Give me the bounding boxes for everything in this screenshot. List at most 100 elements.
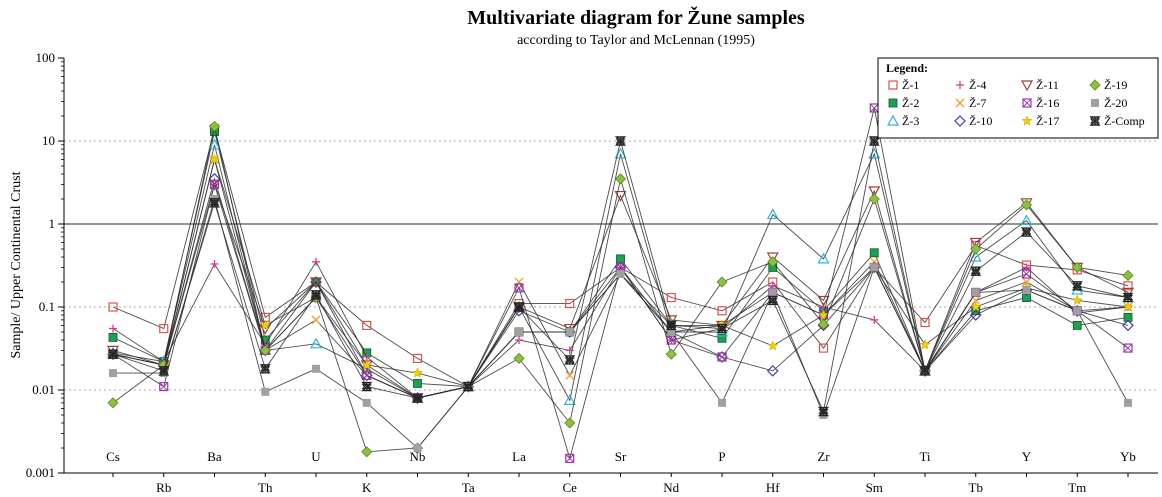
data-point: [869, 103, 879, 113]
legend-entry-label: Ž-1: [902, 78, 919, 92]
data-point: [766, 208, 779, 220]
data-point: [362, 320, 372, 331]
data-point: [259, 344, 271, 356]
x-category-label: Sm: [866, 480, 883, 495]
data-point: [920, 317, 930, 328]
data-point: [1122, 292, 1134, 303]
data-point: [259, 364, 271, 374]
data-point: [1123, 281, 1133, 291]
chart-title: Multivariate diagram for Žune samples: [467, 5, 805, 29]
x-category-label: Cs: [106, 449, 120, 464]
data-point: [362, 398, 371, 407]
x-category-label: Ti: [919, 449, 930, 464]
data-point: [312, 257, 320, 266]
y-tick-label: 0.1: [39, 299, 55, 314]
x-category-label: Zr: [817, 449, 830, 464]
x-category-label: Ta: [462, 480, 475, 495]
data-point: [158, 366, 170, 376]
x-category-label: Th: [258, 480, 273, 495]
x-category-label: Tm: [1068, 480, 1086, 495]
data-point: [565, 453, 575, 463]
data-point: [564, 355, 576, 365]
legend-entry-label: Ž-17: [1036, 114, 1059, 128]
data-point: [870, 315, 879, 324]
data-point: [1073, 306, 1082, 315]
legend-marker: [955, 98, 965, 108]
data-point: [208, 120, 221, 132]
data-point: [209, 179, 220, 189]
y-tick-label: 1: [49, 216, 56, 231]
data-point: [716, 323, 728, 334]
data-point: [767, 295, 779, 306]
data-point: [513, 302, 525, 312]
data-point: [1124, 398, 1132, 407]
data-point: [513, 352, 525, 365]
data-point: [259, 319, 271, 331]
data-point: [970, 243, 982, 255]
data-point: [666, 292, 676, 303]
data-point: [159, 323, 169, 334]
data-point: [361, 446, 373, 458]
data-point: [1022, 286, 1031, 295]
data-point: [1123, 343, 1133, 353]
data-point: [766, 252, 779, 264]
data-point: [413, 379, 422, 388]
data-point: [667, 327, 676, 336]
legend-entry-label: Ž-16: [1036, 96, 1059, 110]
data-point: [312, 364, 320, 373]
data-point: [1071, 294, 1083, 306]
data-point: [614, 136, 627, 146]
data-point: [564, 417, 576, 429]
data-point: [1071, 281, 1083, 291]
data-point: [413, 444, 422, 453]
y-axis-label: Sample/ Upper Continental Crust: [9, 171, 24, 358]
data-point: [108, 302, 118, 312]
x-category-label: Ba: [207, 449, 222, 464]
y-tick-label: 0.001: [26, 465, 55, 480]
data-point: [362, 370, 372, 380]
series-line: [112, 260, 1129, 399]
data-point: [665, 348, 677, 360]
data-point: [817, 318, 830, 330]
data-point: [717, 352, 727, 362]
data-point: [361, 381, 373, 392]
data-point: [817, 252, 830, 264]
data-point: [310, 290, 322, 300]
data-point: [209, 153, 220, 165]
data-point: [868, 136, 880, 146]
data-point: [716, 276, 728, 288]
data-point: [766, 365, 779, 377]
data-point: [515, 336, 523, 345]
x-category-label: Sr: [615, 449, 627, 464]
data-point: [817, 406, 830, 417]
x-category-label: Nb: [410, 449, 426, 464]
data-point: [716, 351, 728, 363]
data-point: [665, 315, 678, 327]
legend-marker: [1091, 99, 1099, 107]
data-point: [818, 309, 829, 320]
data-point: [1071, 261, 1083, 273]
data-point: [109, 369, 117, 378]
legend-marker: [956, 81, 964, 89]
data-point: [971, 288, 980, 297]
y-tick-label: 0.01: [32, 382, 55, 397]
data-point: [360, 369, 373, 382]
data-point: [1122, 301, 1134, 312]
data-point: [665, 320, 677, 331]
legend-box: [877, 57, 1159, 139]
data-point: [969, 309, 982, 321]
legend: Legend: Ž-1 Ž-2 Ž-3 Ž-4 Ž-7 Ž-10 Ž-11 Ž-16 Ž-17 Ž…: [877, 57, 1159, 139]
x-category-label: Tb: [969, 480, 983, 495]
data-point: [817, 295, 830, 307]
data-point: [1022, 277, 1031, 287]
legend-marker: [886, 114, 900, 126]
legend-entry-label: Ž-7: [969, 96, 986, 110]
data-point: [868, 193, 880, 205]
chart-subtitle: according to Taylor and McLennan (1995): [517, 33, 755, 48]
data-point: [565, 370, 575, 380]
legend-entry-label: Ž-3: [902, 114, 919, 128]
x-category-label: Yb: [1120, 449, 1136, 464]
data-point: [717, 306, 727, 316]
data-point: [109, 324, 117, 333]
